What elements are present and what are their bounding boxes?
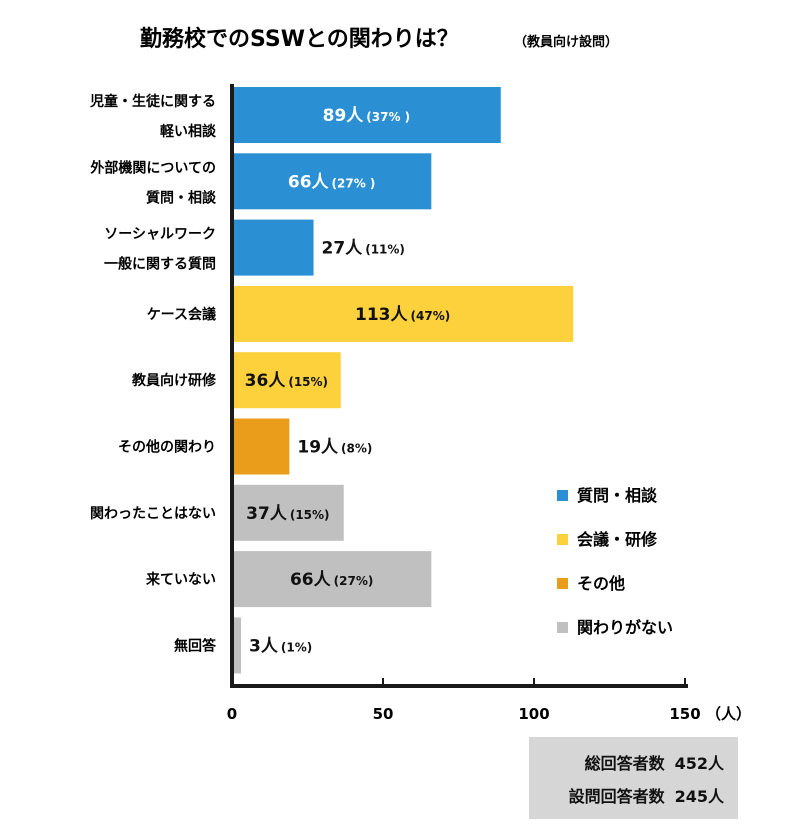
total-respondents-value: 452人	[674, 754, 724, 773]
chart-title: 勤務校でのSSWとの関わりは？	[140, 26, 459, 52]
category-label: ケース会議	[147, 306, 216, 323]
data-label-count: 36人	[245, 371, 287, 391]
x-tick-label: 50	[373, 705, 394, 723]
category-label: 質問・相談	[146, 189, 217, 206]
data-label-percent: (27% )	[332, 176, 376, 190]
data-label-count: 66人	[290, 570, 332, 590]
data-label-percent: (11%)	[365, 243, 405, 257]
data-label-percent: (27%)	[334, 574, 374, 588]
data-label-count: 3人	[249, 636, 279, 656]
data-label-count: 89人	[323, 106, 365, 126]
chart-subtitle: （教員向け設問）	[514, 34, 618, 50]
x-tick-label: 0	[227, 705, 237, 723]
x-tick-label: 150	[669, 705, 700, 723]
data-label: 36人 (15%)	[245, 371, 328, 391]
category-label: 来ていない	[145, 572, 216, 588]
data-label-count: 19人	[297, 438, 339, 458]
data-label: 113人 (47%)	[355, 305, 450, 325]
bar	[232, 87, 501, 143]
category-label: ソーシャルワーク	[104, 227, 216, 243]
data-label-count: 37人	[246, 504, 288, 524]
bar	[232, 153, 432, 210]
x-axis-unit: （人）	[706, 705, 751, 723]
data-label-percent: (37% )	[366, 110, 410, 124]
category-label: 外部機関についての	[90, 159, 216, 176]
data-label: 66人 (27% )	[288, 172, 376, 192]
data-label-percent: (8%)	[341, 442, 372, 456]
category-label: 無回答	[174, 637, 217, 654]
bar	[232, 484, 344, 541]
data-label-percent: (47%)	[411, 309, 451, 323]
total-respondents-label: 総回答者数	[584, 754, 665, 773]
bar	[232, 352, 341, 409]
data-label-percent: (15%)	[290, 508, 330, 522]
category-label: 一般に関する質問	[104, 256, 216, 273]
category-label: 軽い相談	[160, 123, 217, 140]
data-label: 66人 (27%)	[290, 570, 373, 590]
data-label-count: 66人	[288, 172, 330, 192]
legend-swatch	[557, 578, 568, 589]
data-label: 89人 (37% )	[323, 106, 411, 126]
bar	[232, 285, 574, 342]
legend-label: 関わりがない	[577, 618, 673, 637]
bar	[232, 617, 242, 674]
legend-swatch	[557, 622, 568, 633]
data-label-percent: (1%)	[281, 640, 312, 654]
category-label: その他の関わり	[118, 439, 216, 456]
question-respondents-label: 設問回答者数	[568, 787, 665, 806]
category-label: 教員向け研修	[132, 372, 217, 389]
data-label-count: 27人	[322, 239, 364, 259]
category-label: 児童・生徒に関する	[89, 93, 216, 110]
legend-label: 質問・相談	[577, 486, 658, 505]
legend-swatch	[557, 490, 568, 501]
data-label-count: 113人	[355, 305, 408, 325]
data-label: 27人 (11%)	[322, 239, 405, 259]
data-label: 3人 (1%)	[249, 636, 312, 656]
bar	[232, 418, 290, 475]
legend-label: 会議・研修	[577, 530, 658, 549]
question-respondents-row: 設問回答者数 245人	[543, 780, 724, 813]
data-label-percent: (15%)	[288, 375, 328, 389]
x-ticks-layer: 0 50 100 150	[227, 678, 701, 723]
totals-box: 総回答者数 452人 設問回答者数 245人	[529, 737, 738, 819]
data-label: 37人 (15%)	[246, 504, 329, 524]
legend-swatch	[557, 534, 568, 545]
question-respondents-value: 245人	[674, 787, 724, 806]
data-label: 19人 (8%)	[297, 438, 372, 458]
legend-label: その他	[577, 574, 625, 593]
total-respondents-row: 総回答者数 452人	[543, 747, 724, 780]
bar	[232, 551, 432, 608]
category-label: 関わったことはない	[90, 506, 216, 522]
bar	[232, 219, 314, 276]
x-tick-label: 100	[518, 705, 549, 723]
